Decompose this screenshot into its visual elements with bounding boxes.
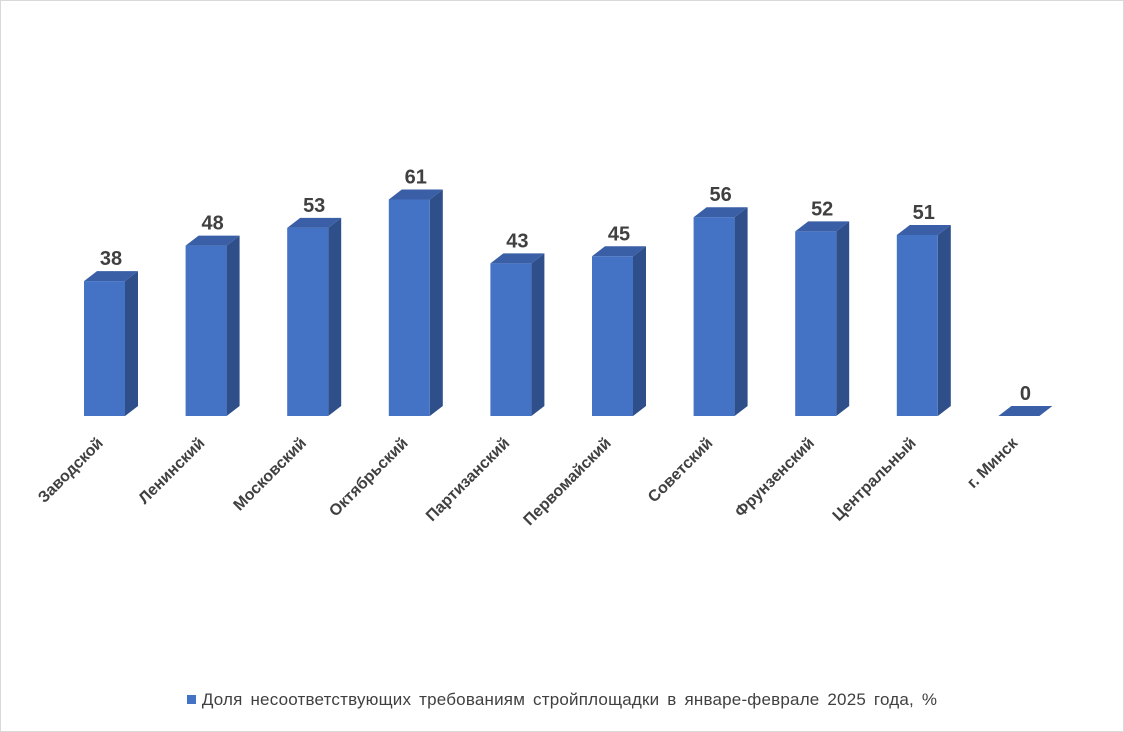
bar-front bbox=[388, 199, 430, 416]
bar bbox=[490, 253, 545, 416]
bar-top bbox=[795, 221, 850, 232]
bar-top bbox=[84, 271, 138, 282]
bar-side bbox=[531, 253, 545, 416]
bar-top bbox=[896, 224, 951, 235]
data-label: 61 bbox=[405, 166, 427, 188]
x-tick-label: Первомайский bbox=[521, 435, 615, 529]
data-label: 53 bbox=[303, 195, 325, 217]
legend: Доля несоответствующих требованиям строй… bbox=[0, 690, 1124, 710]
data-label: 51 bbox=[913, 202, 935, 224]
data-label: 56 bbox=[709, 184, 731, 206]
x-tick-label: г. Минск bbox=[964, 434, 1022, 492]
legend-swatch bbox=[186, 695, 196, 704]
data-label: 38 bbox=[100, 248, 122, 270]
bar bbox=[896, 224, 951, 416]
data-label: 48 bbox=[201, 213, 223, 235]
bar-front bbox=[490, 263, 532, 416]
bar-side bbox=[328, 217, 342, 416]
bar bbox=[84, 271, 138, 416]
x-tick-label: Ленинский bbox=[136, 435, 209, 508]
bar-top bbox=[287, 217, 342, 228]
x-tick-label: Центральный bbox=[830, 435, 920, 525]
bar-side bbox=[429, 189, 443, 416]
bar-front bbox=[896, 234, 938, 416]
bar-front bbox=[592, 256, 633, 416]
bars-group bbox=[84, 189, 1053, 416]
bar-top bbox=[490, 253, 545, 264]
bar-front bbox=[693, 217, 735, 416]
category-labels-group: Заводской Ленинский Московский Октябрьский П… bbox=[35, 434, 1022, 529]
x-tick-label: Партизанский bbox=[423, 435, 513, 525]
bar-top bbox=[592, 246, 646, 257]
bar bbox=[287, 217, 342, 416]
bar-side bbox=[226, 235, 240, 416]
x-tick-label: Заводской bbox=[35, 435, 107, 507]
x-tick-label: Фрунзенский bbox=[732, 435, 818, 521]
x-tick-label: Советский bbox=[645, 435, 716, 506]
data-label: 45 bbox=[608, 223, 630, 245]
bar-side bbox=[734, 207, 748, 416]
data-label: 52 bbox=[811, 198, 833, 220]
bar-top bbox=[185, 235, 240, 246]
bar-front bbox=[287, 227, 329, 416]
bar-side bbox=[937, 224, 951, 416]
bar bbox=[693, 207, 748, 416]
x-tick-label: Московский bbox=[231, 435, 310, 514]
bar bbox=[998, 406, 1053, 416]
bar bbox=[185, 235, 240, 416]
bar-front bbox=[795, 231, 837, 416]
value-labels-group: 38 48 53 61 43 45 56 52 51 0 bbox=[100, 166, 1031, 405]
data-label: 43 bbox=[506, 230, 528, 252]
bar-top bbox=[388, 189, 443, 200]
bar-front bbox=[84, 281, 125, 416]
bar bbox=[388, 189, 443, 416]
legend-label: Доля несоответствующих требованиям строй… bbox=[201, 690, 938, 709]
bar-side bbox=[633, 246, 646, 416]
bar bbox=[592, 246, 646, 416]
x-tick-label: Октябрьский bbox=[326, 435, 411, 520]
data-label: 0 bbox=[1020, 383, 1031, 405]
bar-side bbox=[125, 271, 138, 416]
bar bbox=[795, 221, 850, 416]
bar-side bbox=[836, 221, 850, 416]
bar-top bbox=[998, 406, 1053, 416]
bar-chart: 38 48 53 61 43 45 56 52 51 0 Заводской Ленинский Мо… bbox=[35, 166, 1053, 529]
bar-front bbox=[185, 245, 227, 416]
bar-top bbox=[693, 207, 748, 218]
